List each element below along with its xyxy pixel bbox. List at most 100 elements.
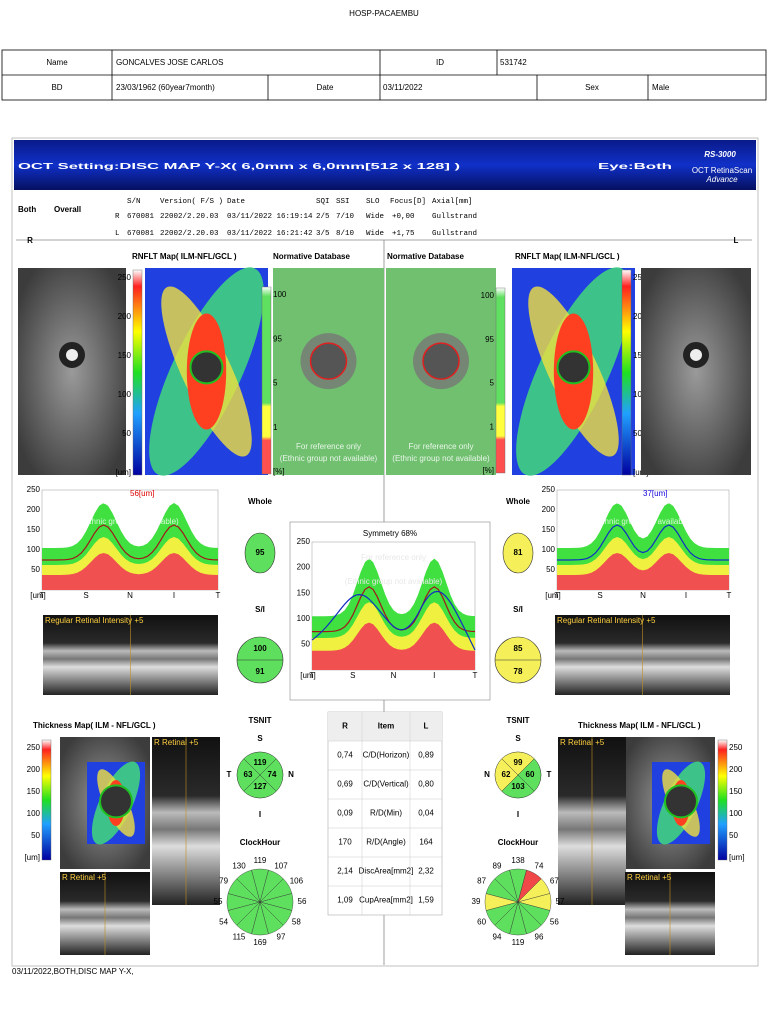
graph-ytick: 150 (542, 525, 556, 534)
scan-cell: 7/10 (336, 213, 355, 221)
table-cell: CupArea[mm2] (359, 896, 413, 905)
abnormal-band (557, 553, 729, 590)
clock-value: 115 (233, 933, 246, 942)
table-cell: C/D(Vertical) (363, 780, 409, 789)
scan-cell: 03/11/2022 16:21:42 (227, 230, 313, 238)
banner-eye: Eye:Both (598, 162, 672, 171)
si-value: 78 (514, 667, 523, 676)
table-cell: C/D(Horizon) (363, 751, 410, 760)
table-cell: 0,09 (337, 809, 353, 818)
scan-cell: +0,00 (392, 213, 415, 221)
graph-ytick: 200 (297, 563, 311, 572)
patient-cell: Male (652, 83, 670, 92)
scan-column: Focus[D] (390, 198, 426, 206)
tsnit-letter: I (517, 810, 519, 819)
graph-xlabel: I (433, 671, 435, 680)
graph-marker: 37[um] (643, 489, 667, 498)
table-cell: 0,89 (418, 751, 434, 760)
tsnit-value: 119 (254, 758, 267, 767)
map-title: Normative Database (273, 252, 350, 261)
scan-column: SLO (366, 198, 380, 206)
table-cell: 0,04 (418, 809, 434, 818)
graph-xlabel: N (640, 591, 646, 600)
optic-cup (66, 348, 78, 361)
colorbar-label: 200 (729, 765, 743, 774)
colorbar-label: 150 (729, 787, 743, 796)
whole-value: 95 (256, 548, 265, 557)
bscan-label: R Retinal +5 (154, 738, 199, 747)
clock-value: 97 (277, 933, 286, 942)
clock-value: 56 (298, 897, 307, 906)
graph-ytick: 200 (27, 505, 41, 514)
colorbar-label: 100 (27, 809, 41, 818)
fundus-image (641, 268, 751, 475)
metric-label: TSNIT (506, 716, 529, 725)
graph-ytick: 100 (542, 545, 556, 554)
graph-xlabel: T (40, 591, 45, 600)
table-cell: 164 (419, 838, 433, 847)
report-title: HOSP-PACAEMBU (349, 9, 419, 18)
colorbar-label: 95 (485, 335, 494, 344)
patient-cell: GONCALVES JOSE CARLOS (116, 58, 223, 67)
table-header (328, 712, 442, 741)
colorbar-label: 100 (633, 390, 647, 399)
clock-value: 169 (253, 938, 267, 947)
scan-cell: 03/11/2022 16:19:14 (227, 213, 313, 221)
clock-value: 89 (493, 862, 502, 871)
colorbar-label: [um] (729, 853, 745, 862)
colorbar-label: 1 (273, 423, 278, 432)
clock-value: 79 (219, 877, 228, 886)
tsnit-sector (259, 758, 284, 792)
tsnit-sector (243, 774, 277, 799)
bscan-label: R Retinal +5 (560, 738, 605, 747)
logo-sub: OCT RetinaScan (692, 166, 752, 175)
graph-ytick: 250 (542, 485, 556, 494)
clock-value: 107 (274, 862, 288, 871)
tsnit-letter: N (288, 770, 294, 779)
patient-cell: Name (46, 58, 68, 67)
graph-xlabel: I (173, 591, 175, 600)
colorbar-label: 5 (490, 379, 495, 388)
metric-label: S/I (255, 605, 265, 614)
table-cell: 170 (338, 838, 352, 847)
fundus-image (18, 268, 126, 475)
tsnit-letter: T (227, 770, 232, 779)
colorbar (621, 269, 632, 476)
bscan-label: R Retinal +5 (627, 873, 672, 882)
profile-line (557, 524, 729, 561)
scan-cell: 670081 (127, 230, 155, 238)
colorbar-label: [um] (24, 853, 40, 862)
scan-cell: 8/10 (336, 230, 355, 238)
tsnit-sector (243, 751, 277, 776)
tsnit-letter: S (257, 734, 263, 743)
watermark: (Ethnic group not available) (392, 454, 490, 463)
colorbar-label: 50 (122, 429, 131, 438)
colorbar-label: 50 (633, 429, 642, 438)
graph-xlabel: T (216, 591, 221, 600)
metric-label: S/I (513, 605, 523, 614)
colorbar-label: 100 (729, 809, 743, 818)
clock-value: 58 (292, 918, 301, 927)
clock-value: 39 (472, 897, 481, 906)
disc (99, 784, 133, 819)
watermark: (Ethnic group not available) (594, 517, 692, 526)
clock-value: 119 (254, 856, 267, 865)
patient-cell: Sex (585, 83, 599, 92)
symmetry-title: Symmetry 68% (363, 529, 417, 538)
scan-cell: 670081 (127, 213, 155, 221)
profile-line (42, 524, 219, 561)
table-header-cell: L (424, 722, 429, 731)
side-label: L (734, 236, 739, 245)
colorbar-label: 200 (118, 312, 132, 321)
clock-value: 130 (232, 862, 246, 871)
colorbar-label: 100 (118, 390, 132, 399)
table-cell: DiscArea[mm2] (359, 867, 414, 876)
scan-column: SQI (316, 198, 330, 206)
colorbar-label: 1 (490, 422, 495, 431)
disc (556, 350, 591, 385)
table-cell: 0,80 (418, 780, 434, 789)
scan-column: SSI (336, 198, 350, 206)
tsnit-letter: T (547, 770, 552, 779)
tsnit-sector (501, 774, 535, 799)
